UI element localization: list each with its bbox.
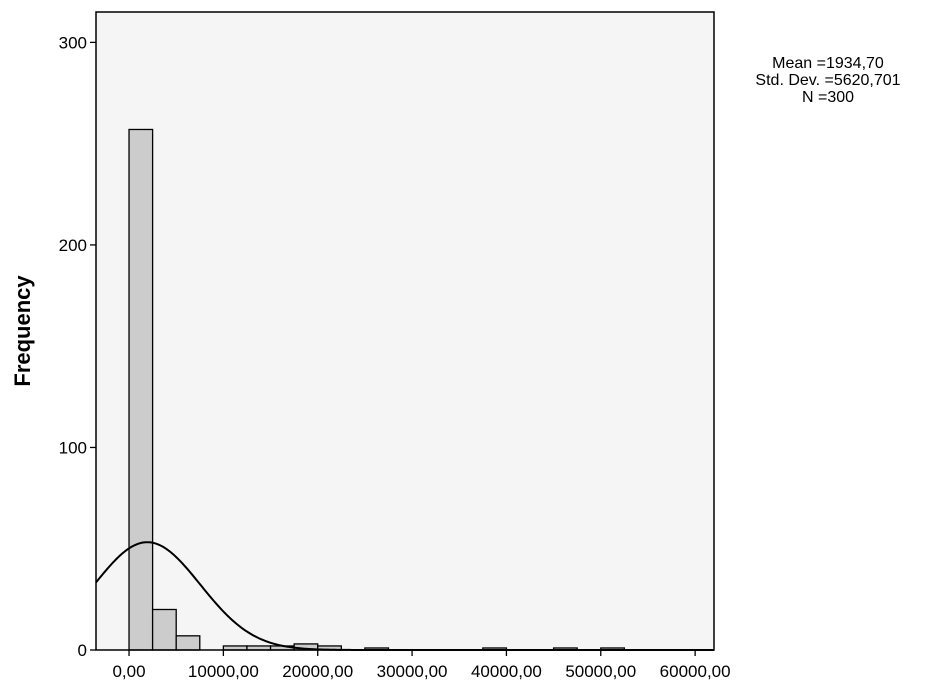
y-axis-title: Frequency <box>10 275 35 387</box>
histogram-bar <box>128 128 154 651</box>
plot-frame <box>95 11 715 651</box>
histogram-bars <box>128 128 626 651</box>
y-tick-label: 100 <box>59 438 87 457</box>
stats-line: Std. Dev. =5620,701 <box>755 72 900 89</box>
y-tick-label: 300 <box>59 33 87 52</box>
y-axis: 0 100 200 300 <box>59 33 96 660</box>
plot-area <box>96 12 714 650</box>
x-tick-label: 0,00 <box>112 662 145 681</box>
histogram-bar <box>151 608 177 651</box>
y-tick-label: 0 <box>78 641 87 660</box>
x-axis: 0,00 10000,00 20000,00 30000,00 40000,00 5000… <box>112 650 731 681</box>
x-tick-label: 50000,00 <box>565 662 636 681</box>
y-tick-label: 200 <box>59 236 87 255</box>
x-tick-label: 10000,00 <box>188 662 259 681</box>
x-tick-label: 20000,00 <box>282 662 353 681</box>
stats-line: N =300 <box>802 89 854 106</box>
x-tick-label: 30000,00 <box>377 662 448 681</box>
x-tick-label: 60000,00 <box>660 662 731 681</box>
x-tick-label: 40000,00 <box>471 662 542 681</box>
stats-line: Mean =1934,70 <box>772 55 884 72</box>
histogram-bar <box>175 635 201 651</box>
